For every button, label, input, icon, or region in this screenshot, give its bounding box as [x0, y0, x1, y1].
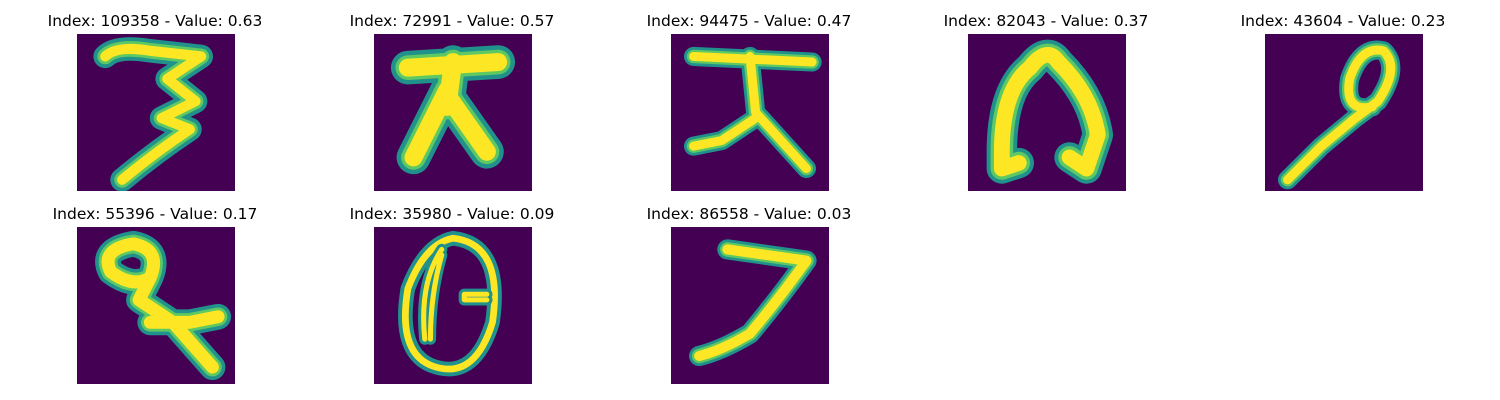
panel-title: Index: 55396 - Value: 0.17: [52, 205, 258, 223]
handwritten-zero-glyph: [374, 227, 532, 384]
handwritten-da-glyph: [374, 34, 532, 191]
panel-title: Index: 35980 - Value: 0.09: [349, 205, 555, 223]
panel-title: Index: 72991 - Value: 0.57: [349, 12, 555, 30]
handwritten-three-glyph: [77, 34, 235, 191]
panel-title: Index: 94475 - Value: 0.47: [646, 12, 852, 30]
handwritten-arch-glyph: [968, 34, 1126, 191]
handwritten-nine-glyph: [1265, 34, 1423, 191]
handwritten-da-glyph: [671, 34, 829, 191]
panel-title: Index: 86558 - Value: 0.03: [646, 205, 852, 223]
handwritten-seven-glyph: [671, 227, 829, 384]
panel-title: Index: 109358 - Value: 0.63: [47, 12, 263, 30]
panel-title: Index: 82043 - Value: 0.37: [943, 12, 1149, 30]
panel-title: Index: 43604 - Value: 0.23: [1240, 12, 1446, 30]
handwritten-loop-glyph: [77, 227, 235, 384]
